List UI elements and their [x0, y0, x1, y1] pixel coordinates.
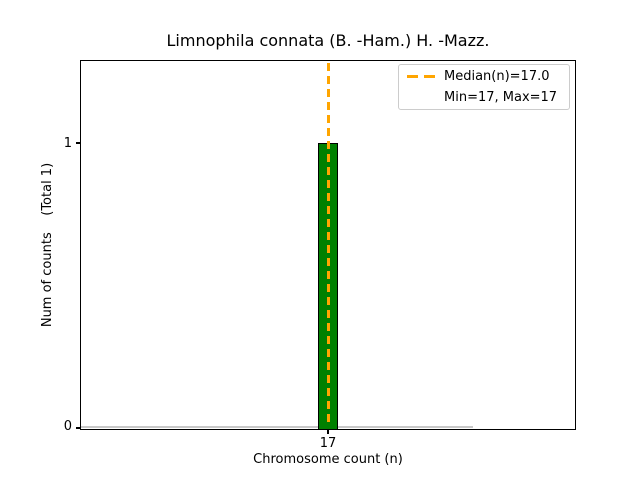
zero-count-baseline [81, 426, 473, 428]
plot-area: Median(n)=17.0 Min=17, Max=17 [80, 60, 576, 430]
median-line-swatch-icon [407, 74, 435, 79]
chart-title: Limnophila connata (B. -Ham.) H. -Mazz. [166, 31, 490, 50]
y-axis-label: Num of counts (Total 1) [40, 162, 55, 328]
ytick-label-1: 1 [63, 136, 72, 151]
legend-label-median: Median(n)=17.0 [444, 69, 550, 84]
empty-swatch [407, 96, 435, 100]
legend: Median(n)=17.0 Min=17, Max=17 [398, 64, 570, 110]
xtick-mark-17 [327, 430, 329, 434]
legend-label-minmax: Min=17, Max=17 [444, 90, 558, 105]
median-dashed-line [326, 63, 330, 427]
ytick-mark-1 [76, 142, 80, 144]
ytick-label-0: 0 [63, 419, 72, 434]
xtick-label-17: 17 [319, 436, 337, 451]
ytick-mark-0 [76, 427, 80, 429]
x-axis-label: Chromosome count (n) [253, 452, 403, 467]
legend-entry-median: Median(n)=17.0 [407, 67, 561, 86]
legend-entry-minmax: Min=17, Max=17 [407, 88, 561, 107]
